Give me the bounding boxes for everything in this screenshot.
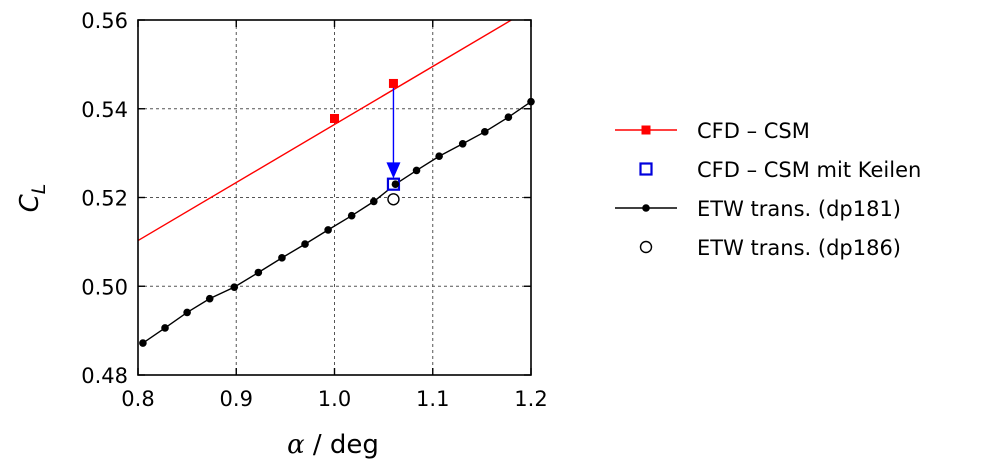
x-axis-unit: / deg — [305, 430, 379, 460]
x-axis-symbol: α — [287, 430, 305, 460]
x-tick-label: 0.9 — [220, 387, 253, 411]
data-point — [504, 113, 513, 121]
arrow-head — [386, 162, 401, 179]
x-axis-label: α / deg — [287, 430, 379, 460]
legend-item: CFD – CSM mit Keilen — [639, 158, 921, 182]
data-point — [161, 324, 169, 332]
legend-item: ETW trans. (dp181) — [615, 197, 901, 221]
x-tick-label: 1.2 — [514, 387, 547, 411]
data-point — [391, 180, 400, 188]
legend-marker — [639, 240, 653, 254]
data-point — [412, 166, 421, 175]
legend-marker — [641, 125, 651, 135]
data-point — [370, 197, 378, 206]
series-markers-2 — [139, 97, 535, 347]
legend: CFD – CSM CFD – CSM mit Keilen ETW trans. … — [615, 119, 921, 260]
legend-label: ETW trans. (dp186) — [697, 236, 901, 260]
legend-label: CFD – CSM mit Keilen — [697, 158, 921, 182]
legend-item: CFD – CSM — [615, 119, 810, 143]
data-point — [205, 294, 214, 303]
data-point — [481, 128, 489, 136]
data-point — [230, 283, 239, 291]
data-point — [324, 226, 332, 234]
series-line — [142, 101, 532, 344]
data-point — [387, 193, 400, 206]
data-point — [435, 152, 443, 161]
data-point — [458, 140, 467, 148]
y-tick-label: 0.48 — [81, 364, 128, 388]
legend-marker — [639, 162, 653, 176]
legend-marker — [642, 204, 650, 212]
data-point — [278, 254, 286, 262]
y-tick-label: 0.54 — [81, 98, 128, 122]
series-line — [137, 19, 512, 242]
annotation-arrow — [386, 83, 401, 179]
x-tick-label: 0.8 — [121, 387, 154, 411]
data-point — [301, 240, 309, 248]
data-point — [330, 114, 339, 124]
series-line-group-2 — [142, 101, 532, 344]
plot-series — [137, 19, 535, 347]
data-point — [183, 308, 191, 317]
legend-label: ETW trans. (dp181) — [697, 197, 901, 221]
legend-item: ETW trans. (dp186) — [639, 236, 901, 260]
y-axis-label: CL — [15, 184, 50, 213]
x-tick-label: 1.1 — [416, 387, 449, 411]
y-axis-symbol: C — [15, 193, 45, 212]
data-point — [254, 268, 263, 277]
series-markers-3 — [387, 193, 400, 206]
y-tick-label: 0.56 — [81, 9, 128, 33]
axis-ticks: 0.8 0.9 1.0 1.1 1.2 0.48 0.50 0.52 0.54 0.56 — [81, 9, 547, 411]
data-point — [388, 78, 398, 88]
legend-label: CFD – CSM — [697, 119, 810, 143]
series-markers-0 — [330, 78, 398, 124]
x-tick-label: 1.0 — [318, 387, 351, 411]
series-line-group-0 — [137, 19, 512, 242]
data-point — [347, 211, 356, 220]
grid — [138, 20, 531, 375]
y-tick-label: 0.50 — [81, 275, 128, 299]
y-axis-subscript: L — [28, 184, 50, 195]
y-tick-label: 0.52 — [81, 187, 128, 211]
data-point — [139, 339, 147, 347]
